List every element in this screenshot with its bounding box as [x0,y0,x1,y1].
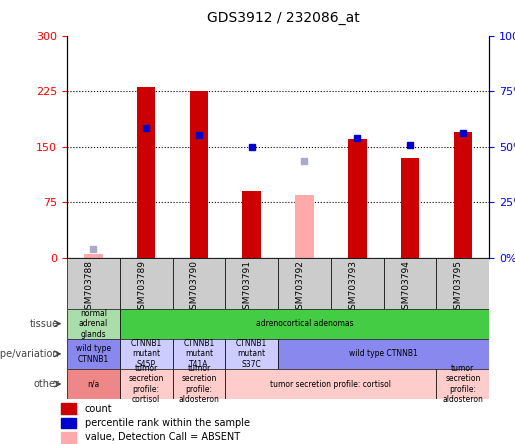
Bar [278,258,331,309]
Bar [401,158,419,258]
Bar [119,258,173,309]
Text: GDS3912 / 232086_at: GDS3912 / 232086_at [207,11,359,25]
Text: tissue: tissue [30,319,59,329]
Bar [67,309,119,339]
Text: tumor
secretion
profile:
aldosteron: tumor secretion profile: aldosteron [179,364,219,404]
Text: percentile rank within the sample: percentile rank within the sample [85,418,250,428]
Text: value, Detection Call = ABSENT: value, Detection Call = ABSENT [85,432,240,443]
Bar [67,258,119,309]
Bar [243,191,261,258]
Bar [436,369,489,399]
Text: GSM703795: GSM703795 [454,260,463,315]
Bar [436,258,489,309]
Text: normal
adrenal
glands: normal adrenal glands [79,309,108,339]
Text: tumor secretion profile: cortisol: tumor secretion profile: cortisol [270,380,391,388]
Text: GSM703788: GSM703788 [84,260,93,315]
Text: GSM703792: GSM703792 [296,260,304,315]
Bar [67,369,119,399]
Text: tumor
secretion
profile:
cortisol: tumor secretion profile: cortisol [128,364,164,404]
Text: CTNNB1
mutant
T41A: CTNNB1 mutant T41A [183,339,215,369]
Bar [278,339,489,369]
Bar [190,91,208,258]
Text: other: other [33,379,59,389]
Bar [226,339,278,369]
Text: wild type
CTNNB1: wild type CTNNB1 [76,344,111,364]
Text: GSM703789: GSM703789 [137,260,146,315]
Text: GSM703794: GSM703794 [401,260,410,315]
Text: CTNNB1
mutant
S45P: CTNNB1 mutant S45P [130,339,162,369]
Bar [119,369,173,399]
Bar [384,258,437,309]
Text: count: count [85,404,112,414]
Bar [61,418,76,428]
Bar [331,258,384,309]
Bar [226,258,278,309]
Bar [173,369,226,399]
Bar [67,339,119,369]
Bar [454,132,472,258]
Bar [137,87,156,258]
Bar [61,404,76,414]
Text: tumor
secretion
profile:
aldosteron: tumor secretion profile: aldosteron [442,364,483,404]
Text: GSM703793: GSM703793 [348,260,357,315]
Text: n/a: n/a [87,380,99,388]
Bar [61,432,76,443]
Text: CTNNB1
mutant
S37C: CTNNB1 mutant S37C [236,339,267,369]
Text: GSM703791: GSM703791 [243,260,252,315]
Bar [173,339,226,369]
Bar [173,258,226,309]
Text: adrenocortical adenomas: adrenocortical adenomas [255,319,353,328]
Bar [295,194,314,258]
Text: genotype/variation: genotype/variation [0,349,59,359]
Bar [119,339,173,369]
Bar [119,309,489,339]
Bar [84,254,102,258]
Text: wild type CTNNB1: wild type CTNNB1 [349,349,418,358]
Bar [348,139,367,258]
Bar [226,369,436,399]
Text: GSM703790: GSM703790 [190,260,199,315]
